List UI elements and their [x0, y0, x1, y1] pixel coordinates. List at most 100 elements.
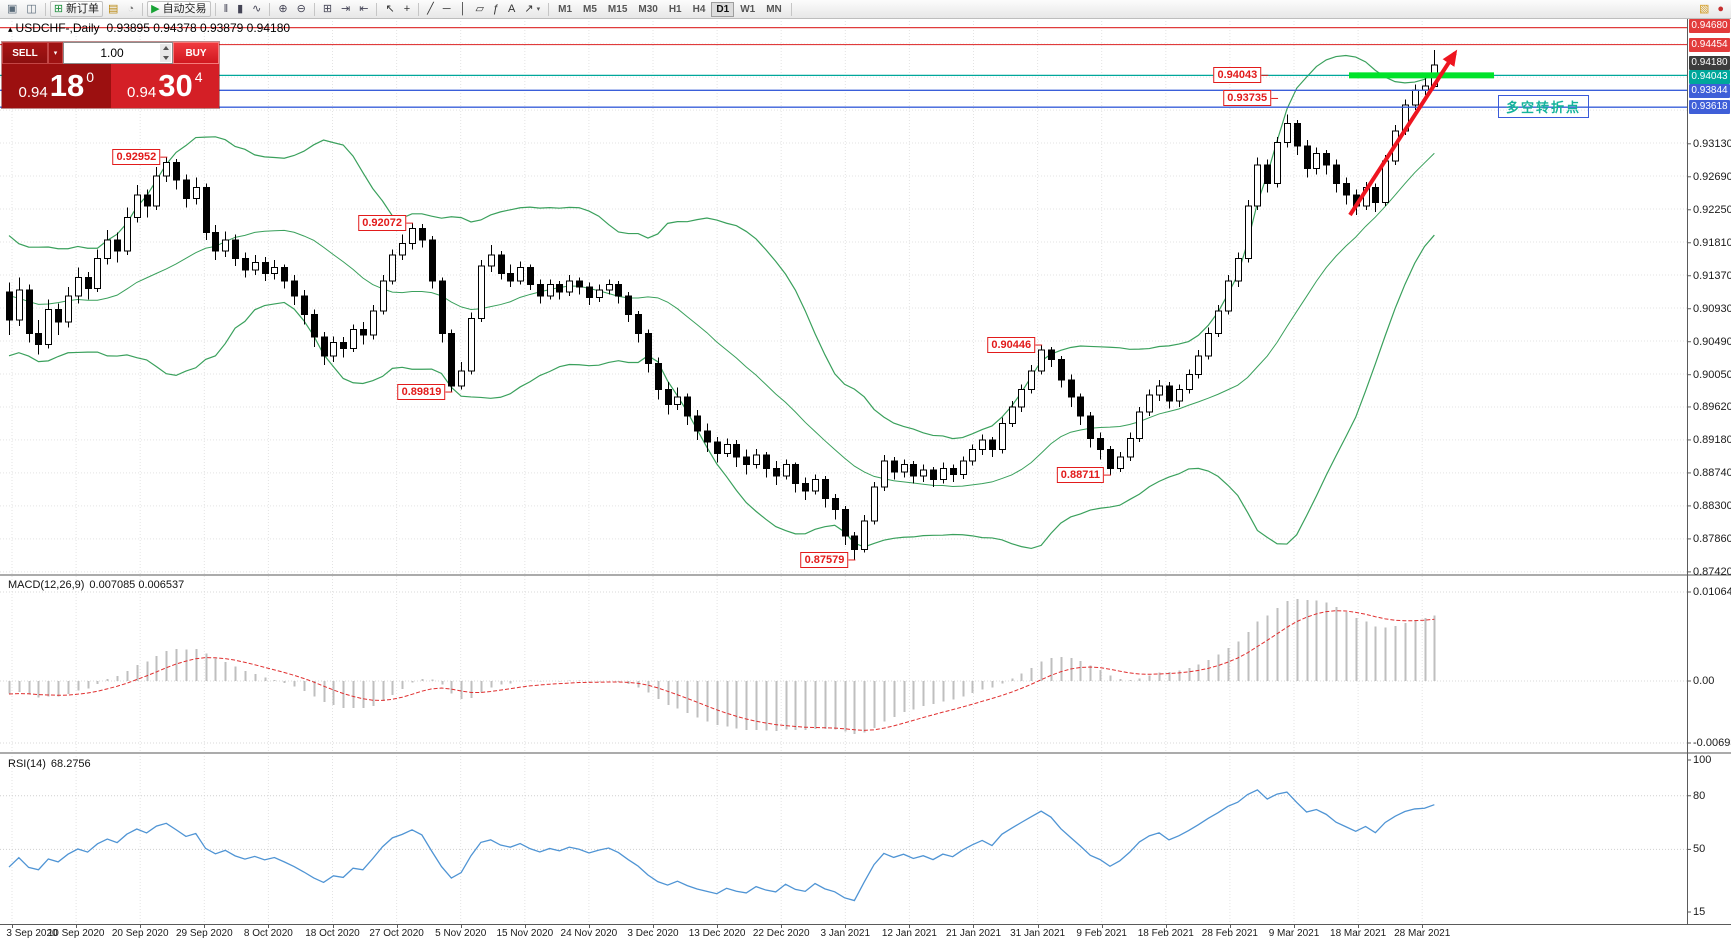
time-label: 18 Feb 2021 — [1137, 928, 1194, 939]
notification-icon[interactable]: ● — [1713, 1, 1728, 17]
line-chart-icon[interactable]: ∿ — [248, 1, 265, 17]
candles-chart-icon-glyph: ▮ — [237, 2, 244, 15]
timeframe-d1[interactable]: D1 — [711, 1, 735, 17]
zoom-in-icon[interactable]: ⊕ — [274, 1, 291, 17]
pivot-price-label[interactable]: 0.89819 — [397, 384, 446, 401]
sell-price-display[interactable]: 0.94 18 0 — [2, 64, 111, 108]
timeframe-mn[interactable]: MN — [761, 2, 787, 17]
pivot-price-label[interactable]: 0.92072 — [358, 215, 407, 232]
price-tick-label: 0.90490 — [1693, 335, 1731, 348]
chart-title: ▴ USDCHF-,Daily 0.93895 0.94378 0.93879 0.… — [8, 21, 290, 35]
volume-input[interactable] — [64, 43, 172, 63]
rsi-value: 68.2756 — [50, 758, 91, 770]
chart-shift-icon-glyph: ⇤ — [359, 2, 369, 15]
timeframe-m15[interactable]: M15 — [603, 2, 632, 17]
horizontal-line-icon[interactable]: ─ — [439, 1, 455, 17]
bollinger-upper-band — [8, 54, 1435, 440]
macd-pane-title: MACD(12,26,9) 0.007085 0.006537 — [8, 579, 184, 591]
pivot-price-label[interactable]: 0.90446 — [987, 337, 1036, 354]
pivot-price-label[interactable]: 0.88711 — [1056, 467, 1104, 484]
pivot-price-label[interactable]: 0.92952 — [112, 149, 161, 166]
volume-decrease-icon[interactable] — [162, 56, 169, 60]
new-order-window-icon[interactable]: ▣ — [3, 1, 21, 17]
volume-stepper[interactable] — [160, 44, 171, 62]
time-label: 29 Sep 2020 — [175, 928, 233, 939]
auto-scroll-icon[interactable]: ⇥ — [337, 1, 354, 17]
arrows-tool-icon[interactable]: ↗ ▾ — [520, 1, 544, 17]
rsi-tick-label: 80 — [1693, 789, 1706, 802]
time-label: 5 Nov 2020 — [435, 928, 487, 939]
price-tick-label: 0.87420 — [1693, 565, 1731, 578]
vertical-line-icon[interactable]: │ — [456, 1, 471, 17]
arrows-tool-icon-glyph: ↗ — [524, 2, 534, 15]
price-tick-label: 0.92690 — [1693, 170, 1731, 183]
price-tick-label: 0.87860 — [1693, 532, 1731, 545]
pivot-price-label[interactable]: 0.93735 — [1223, 90, 1272, 107]
volume-field — [63, 42, 173, 64]
zoom-in-icon-glyph: ⊕ — [278, 2, 288, 15]
price-tick-label: 0.89180 — [1693, 433, 1731, 446]
favorites-icon-glyph: ▧ — [1698, 2, 1710, 15]
highlight-line-object[interactable] — [1349, 72, 1494, 79]
timeframe-m1[interactable]: M1 — [553, 2, 577, 17]
charts-grid-icon[interactable]: ▤ — [104, 1, 122, 17]
price-badge-0.94180: 0.94180 — [1689, 56, 1730, 70]
time-label: 31 Jan 2021 — [1010, 928, 1066, 939]
time-label: 3 Sep 2020 — [6, 928, 58, 939]
time-label: 8 Oct 2020 — [243, 928, 293, 939]
toolbar-separator — [214, 2, 216, 16]
macd-tick-label: 0.00 — [1693, 675, 1715, 687]
sell-price-pips: 18 — [49, 68, 85, 103]
price-tick-label: 0.91370 — [1693, 269, 1731, 282]
time-label: 9 Mar 2021 — [1268, 928, 1320, 939]
cursor-icon[interactable]: ↖ — [381, 1, 398, 17]
crosshair-icon[interactable]: + — [400, 1, 414, 17]
new-order-button[interactable]: ⊞ 新订单 — [49, 1, 104, 17]
equidistant-channel-icon[interactable]: ▱ — [471, 1, 487, 17]
alert-icon[interactable]: ◔ — [123, 1, 138, 17]
text-label-icon[interactable]: A — [504, 1, 519, 17]
candles-chart-icon[interactable]: ▮ — [233, 1, 247, 17]
horizontal-line-icon-glyph: ─ — [442, 2, 451, 15]
time-label: 18 Oct 2020 — [305, 928, 360, 939]
time-label: 28 Mar 2021 — [1394, 928, 1451, 939]
pivot-price-label[interactable]: 0.87579 — [800, 551, 849, 568]
bull-bear-turning-point-note[interactable]: 多空转折点 — [1498, 95, 1590, 118]
time-label: 22 Dec 2020 — [752, 928, 810, 939]
zoom-out-icon[interactable]: ⊖ — [293, 1, 310, 17]
favorites-icon[interactable]: ▧ — [1695, 1, 1713, 17]
volume-increase-icon[interactable] — [162, 46, 169, 50]
price-badge-0.94043: 0.94043 — [1689, 70, 1730, 84]
alert-icon-glyph: ◔ — [127, 2, 135, 15]
buy-price-pips: 30 — [158, 68, 193, 103]
trend-arrow-object[interactable] — [1348, 49, 1458, 217]
buy-price-display[interactable]: 0.94 30 4 — [110, 64, 219, 108]
autotrade-button[interactable]: ▶ 自动交易 — [147, 1, 211, 17]
timeframe-m30[interactable]: M30 — [633, 2, 662, 17]
time-label: 24 Nov 2020 — [560, 928, 618, 939]
fibonacci-icon[interactable]: ƒ — [489, 1, 503, 17]
timeframe-h4[interactable]: H4 — [688, 2, 711, 17]
timeframe-h1[interactable]: H1 — [664, 2, 687, 17]
sell-button[interactable]: SELL — [2, 42, 48, 64]
rsi-line — [8, 789, 1435, 902]
trendline-icon[interactable]: ╱ — [423, 1, 438, 17]
time-label: 18 Mar 2021 — [1330, 928, 1387, 939]
bollinger-lower-band — [8, 234, 1435, 550]
profiles-icon-glyph: ◫ — [26, 2, 37, 15]
timeframe-m5[interactable]: M5 — [578, 2, 602, 17]
trade-panel-controls: SELL ▾ BUY — [2, 42, 219, 64]
order-options-dropdown[interactable]: ▾ — [48, 42, 63, 64]
tile-windows-icon[interactable]: ⊞ — [319, 1, 336, 17]
toolbar-separator — [269, 2, 271, 16]
chart-shift-icon[interactable]: ⇤ — [355, 1, 372, 17]
profiles-icon[interactable]: ◫ — [22, 1, 40, 17]
pivot-price-label[interactable]: 0.94043 — [1213, 67, 1262, 84]
bars-chart-icon[interactable]: ‖ — [220, 1, 233, 17]
timeframe-w1[interactable]: W1 — [735, 2, 760, 17]
time-label: 3 Dec 2020 — [627, 928, 679, 939]
buy-button[interactable]: BUY — [173, 42, 219, 64]
rsi-tick-label: 100 — [1693, 754, 1712, 766]
